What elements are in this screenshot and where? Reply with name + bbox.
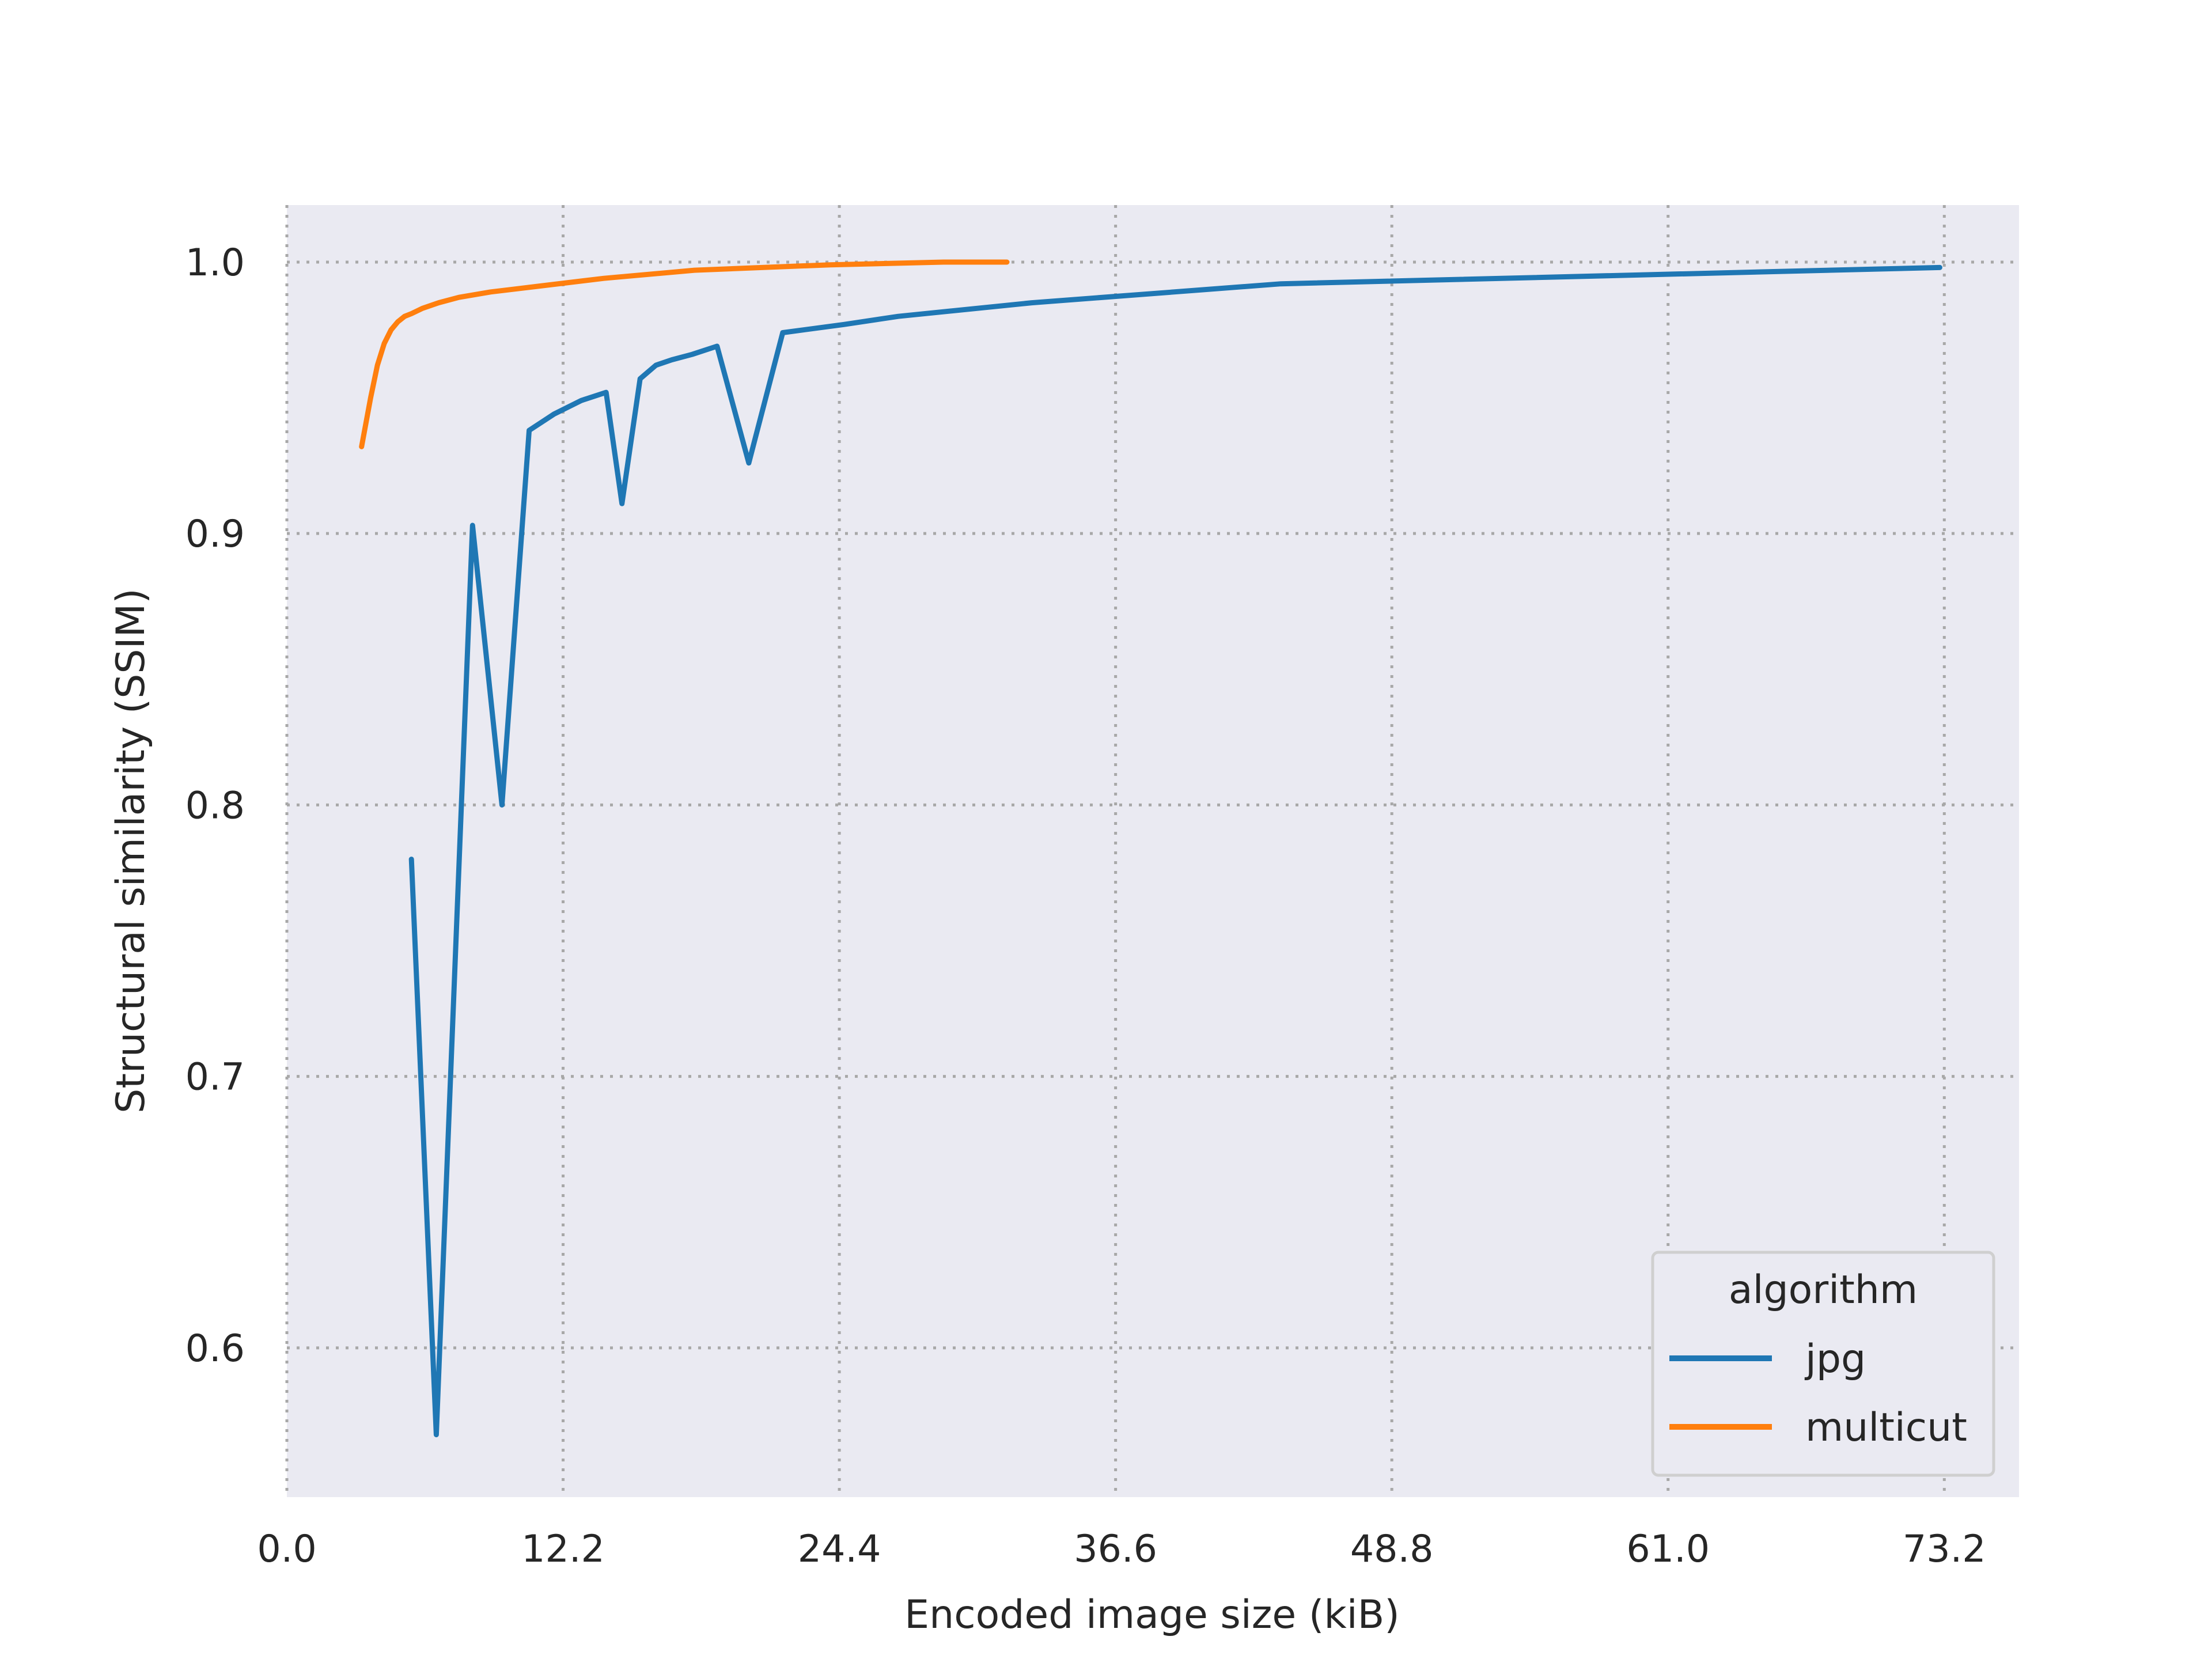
x-axis-label: Encoded image size (kiB) (904, 1592, 1400, 1638)
x-tick-label: 36.6 (1074, 1528, 1157, 1571)
legend-label-multicut: multicut (1805, 1405, 1967, 1450)
legend: algorithm jpg multicut (1651, 1251, 1995, 1477)
legend-title: algorithm (1729, 1267, 1918, 1313)
x-tick-label: 0.0 (257, 1528, 316, 1571)
legend-label-jpg: jpg (1804, 1336, 1866, 1382)
series-line-jpg (408, 264, 1942, 1438)
y-axis-label: Structural similarity (SSIM) (108, 588, 154, 1113)
y-tick-label: 0.9 (185, 513, 245, 556)
x-tick-label: 12.2 (521, 1528, 605, 1571)
y-tick-label: 1.0 (185, 241, 245, 285)
series-lines (359, 259, 1942, 1438)
x-tick-label: 73.2 (1903, 1528, 1986, 1571)
tick-labels: 0.0 12.2 24.4 36.6 48.8 61.0 73.2 0.6 0.7 0.8 0.9 1… (185, 241, 1986, 1571)
y-tick-label: 0.7 (185, 1056, 245, 1099)
legend-box (1651, 1251, 1995, 1477)
x-tick-label: 48.8 (1350, 1528, 1434, 1571)
series-line-multicut (359, 259, 1010, 449)
x-tick-label: 24.4 (798, 1528, 881, 1571)
y-tick-label: 0.6 (185, 1327, 245, 1370)
y-tick-label: 0.8 (185, 784, 245, 827)
x-tick-label: 61.0 (1626, 1528, 1710, 1571)
